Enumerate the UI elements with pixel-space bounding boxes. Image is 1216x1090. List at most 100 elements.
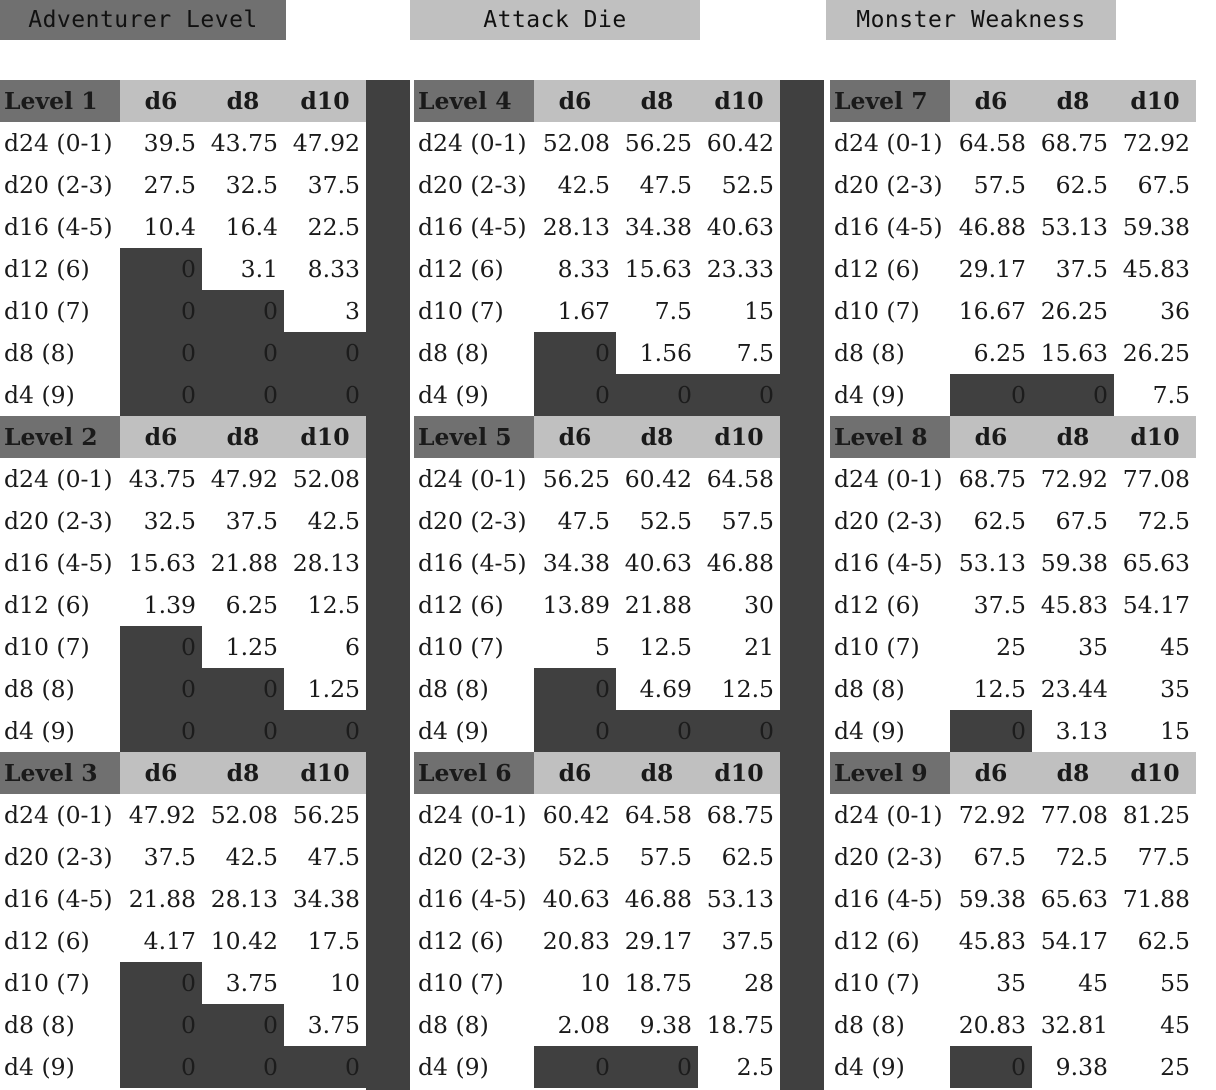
column-header: d10 (284, 416, 366, 458)
column-header: d6 (120, 80, 202, 122)
row-label: d8 (8) (414, 668, 534, 710)
probability-cell: 52.5 (534, 836, 616, 878)
probability-cell: 3.75 (202, 962, 284, 1004)
probability-cell: 40.63 (616, 542, 698, 584)
probability-cell: 60.42 (616, 458, 698, 500)
column-header: d8 (1032, 416, 1114, 458)
column-header: d6 (950, 752, 1032, 794)
probability-cell: 67.5 (1114, 164, 1196, 206)
level-table: Level 2 d6 d8 d10 d24 (0-1) 43.75 47.92 52.08 d2… (0, 416, 372, 752)
row-label: d12 (6) (0, 248, 120, 290)
probability-cell: 28.13 (534, 206, 616, 248)
probability-cell: 0 (616, 374, 698, 416)
level-table: Level 5 d6 d8 d10 d24 (0-1) 56.25 60.42 64.58 d2… (414, 416, 786, 752)
probability-cell: 7.5 (616, 290, 698, 332)
row-label: d8 (8) (830, 332, 950, 374)
probability-cell: 15 (1114, 710, 1196, 752)
level-table: Level 3 d6 d8 d10 d24 (0-1) 47.92 52.08 56.25 d2… (0, 752, 372, 1088)
column-header: d8 (616, 752, 698, 794)
probability-cell: 53.13 (698, 878, 780, 920)
probability-cell: 23.33 (698, 248, 780, 290)
probability-cell: 0 (202, 374, 284, 416)
probability-cell: 62.5 (1114, 920, 1196, 962)
level-title: Level 6 (414, 752, 534, 794)
row-label: d24 (0-1) (414, 122, 534, 164)
probability-cell: 39.5 (120, 122, 202, 164)
probability-cell: 45 (1114, 1004, 1196, 1046)
probability-cell: 37.5 (284, 164, 366, 206)
probability-cell: 13.89 (534, 584, 616, 626)
probability-cell: 10 (284, 962, 366, 1004)
row-label: d4 (9) (830, 1046, 950, 1088)
probability-cell: 59.38 (1114, 206, 1196, 248)
level-table: Level 1 d6 d8 d10 d24 (0-1) 39.5 43.75 47.92 d20… (0, 80, 372, 416)
probability-cell: 0 (120, 1004, 202, 1046)
column-header: d6 (534, 416, 616, 458)
row-label: d8 (8) (0, 1004, 120, 1046)
probability-cell: 77.08 (1114, 458, 1196, 500)
row-label: d24 (0-1) (830, 794, 950, 836)
probability-cell: 81.25 (1114, 794, 1196, 836)
probability-cell: 21 (698, 626, 780, 668)
probability-cell: 72.5 (1114, 500, 1196, 542)
probability-cell: 0 (698, 710, 780, 752)
probability-cell: 1.25 (202, 626, 284, 668)
row-label: d24 (0-1) (0, 458, 120, 500)
probability-cell: 6.25 (950, 332, 1032, 374)
probability-cell: 68.75 (1032, 122, 1114, 164)
row-label: d10 (7) (414, 962, 534, 1004)
probability-cell: 29.17 (616, 920, 698, 962)
row-label: d24 (0-1) (0, 794, 120, 836)
probability-cell: 45 (1114, 626, 1196, 668)
probability-cell: 15.63 (1032, 332, 1114, 374)
probability-cell: 3.13 (1032, 710, 1114, 752)
row-label: d16 (4-5) (830, 542, 950, 584)
row-label: d20 (2-3) (830, 164, 950, 206)
probability-cell: 62.5 (698, 836, 780, 878)
probability-cell: 26.25 (1032, 290, 1114, 332)
column-header: d10 (1114, 80, 1196, 122)
level-title: Level 9 (830, 752, 950, 794)
probability-cell: 16.4 (202, 206, 284, 248)
row-label: d10 (7) (414, 626, 534, 668)
column-header: d8 (202, 80, 284, 122)
column-header: d10 (1114, 752, 1196, 794)
row-label: d8 (8) (0, 332, 120, 374)
probability-cell: 6.25 (202, 584, 284, 626)
probability-cell: 21.88 (202, 542, 284, 584)
row-label: d12 (6) (830, 920, 950, 962)
level-title: Level 7 (830, 80, 950, 122)
probability-cell: 16.67 (950, 290, 1032, 332)
legend-attack-die: Attack Die (410, 0, 700, 40)
level-title: Level 8 (830, 416, 950, 458)
column-header: d6 (120, 752, 202, 794)
probability-cell: 0 (120, 332, 202, 374)
probability-cell: 0 (202, 1004, 284, 1046)
probability-cell: 37.5 (698, 920, 780, 962)
column-header: d6 (950, 416, 1032, 458)
probability-cell: 27.5 (120, 164, 202, 206)
probability-cell: 0 (202, 1046, 284, 1088)
probability-cell: 9.38 (616, 1004, 698, 1046)
probability-cell: 0 (120, 374, 202, 416)
row-label: d20 (2-3) (0, 836, 120, 878)
row-label: d20 (2-3) (0, 500, 120, 542)
probability-cell: 30 (698, 584, 780, 626)
probability-cell: 62.5 (950, 500, 1032, 542)
row-label: d20 (2-3) (830, 500, 950, 542)
row-label: d12 (6) (0, 584, 120, 626)
probability-cell: 46.88 (950, 206, 1032, 248)
row-label: d24 (0-1) (830, 458, 950, 500)
row-label: d8 (8) (414, 1004, 534, 1046)
row-label: d10 (7) (830, 962, 950, 1004)
probability-cell: 7.5 (698, 332, 780, 374)
probability-cell: 20.83 (950, 1004, 1032, 1046)
row-label: d16 (4-5) (830, 878, 950, 920)
probability-cell: 45 (1032, 962, 1114, 1004)
probability-cell: 35 (950, 962, 1032, 1004)
probability-cell: 52.08 (202, 794, 284, 836)
probability-cell: 40.63 (534, 878, 616, 920)
probability-cell: 3 (284, 290, 366, 332)
column-header: d8 (1032, 752, 1114, 794)
column-header: d8 (202, 752, 284, 794)
